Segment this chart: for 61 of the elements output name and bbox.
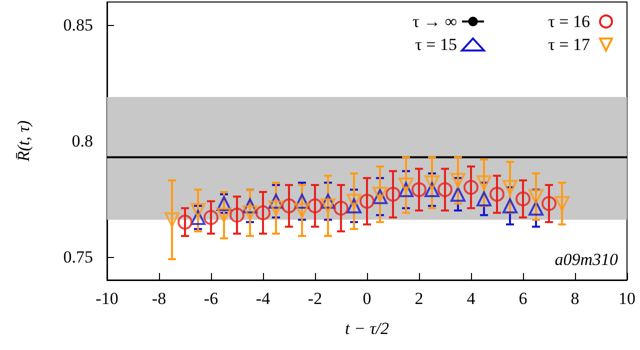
point (282, 198, 296, 214)
point (256, 205, 270, 220)
point (164, 212, 180, 228)
legend-label: τ = 15 (415, 35, 457, 54)
point (294, 203, 310, 218)
point (178, 214, 192, 230)
point (230, 208, 244, 223)
point (542, 196, 556, 212)
point (242, 198, 258, 214)
point (334, 200, 348, 216)
point (268, 200, 284, 216)
point (490, 186, 504, 202)
point (516, 191, 530, 206)
point (450, 172, 466, 188)
y-tick-label: 0.75 (63, 247, 93, 266)
point (398, 178, 414, 193)
legend-label: τ = 17 (548, 35, 590, 54)
point (190, 203, 206, 218)
point (412, 182, 426, 198)
point (204, 210, 218, 225)
point (242, 205, 258, 220)
point (554, 196, 570, 212)
y-axis-title: R̄(t, τ) (14, 120, 33, 163)
point (386, 186, 400, 202)
x-tick-label: -2 (308, 289, 322, 308)
x-tick-label: 2 (414, 289, 424, 308)
x-tick-label: -6 (204, 289, 218, 308)
point (294, 194, 310, 209)
point (450, 186, 466, 202)
point (438, 182, 452, 198)
x-tick-label: 6 (518, 289, 528, 308)
point (308, 198, 322, 214)
point (346, 194, 362, 209)
x-axis-title: t − τ/2 (344, 319, 390, 338)
y-tick-label: 0.8 (72, 132, 93, 150)
point (268, 194, 284, 209)
point (398, 182, 414, 198)
point (502, 180, 518, 195)
x-tick-label: 4 (466, 289, 476, 308)
x-tick-label: -8 (152, 289, 166, 308)
annotation: a09m310 (554, 250, 618, 269)
point (190, 210, 206, 225)
point (476, 175, 492, 190)
point (216, 208, 232, 223)
point (346, 198, 362, 214)
point (424, 182, 440, 198)
y-tick-label: 0.85 (63, 16, 93, 35)
legend-label: τ = 16 (548, 12, 590, 31)
x-tick-label: 10 (618, 289, 636, 308)
x-tick-label: -10 (96, 289, 118, 308)
x-tick-label: 0 (362, 289, 372, 308)
legend-label: τ → ∞ (412, 12, 457, 31)
point (464, 180, 478, 195)
x-tick-label: 8 (570, 289, 580, 308)
point (320, 198, 336, 214)
point (424, 175, 440, 190)
x-tick-label: -4 (256, 289, 271, 308)
point (528, 200, 544, 216)
point (320, 194, 336, 209)
point (360, 194, 374, 209)
point (216, 196, 232, 212)
